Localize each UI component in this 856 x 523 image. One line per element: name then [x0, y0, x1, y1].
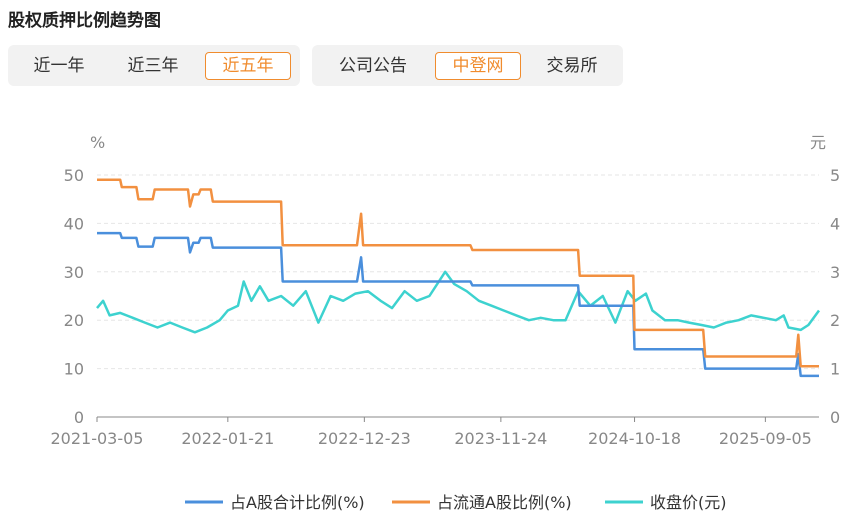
series-lines [96, 178, 821, 378]
legend: 占A股合计比例(%) 占流通A股比例(%) 收盘价(元) [185, 493, 727, 512]
y-left-tick-label: 0 [74, 408, 84, 427]
y-right-tick-label: 1 [830, 360, 840, 379]
tab-three-years[interactable]: 近三年 [127, 56, 179, 76]
tab-one-year[interactable]: 近一年 [33, 56, 85, 76]
y-left-tick-label: 30 [64, 263, 84, 282]
y-left-tick-label: 20 [64, 311, 84, 330]
x-tick-label: 2023-11-24 [454, 429, 547, 448]
x-tick-label: 2022-01-21 [181, 429, 274, 448]
legend-label-1[interactable]: 占A股合计比例(%) [230, 493, 365, 512]
series-line-1 [97, 231, 819, 378]
y-right-tick-label: 4 [830, 214, 840, 233]
y-right-tick-label: 0 [830, 408, 840, 427]
y-right-tick-label: 2 [830, 311, 840, 330]
series-line-2 [97, 178, 819, 368]
chart-title: 股权质押比例趋势图 [8, 11, 161, 31]
x-tick-label: 2021-03-05 [51, 429, 144, 448]
x-tick-label: 2022-12-23 [318, 429, 411, 448]
axes: 0 10 20 30 40 50 0 1 2 3 4 5% 元 2021-03-05 2022-01-21 2… [51, 133, 841, 448]
tab-five-years[interactable]: 近五年 [205, 52, 291, 80]
x-tick-label: 2024-10-18 [588, 429, 681, 448]
legend-label-3[interactable]: 收盘价(元) [650, 493, 727, 512]
series-line-3 [96, 270, 821, 334]
tab-company-announcement[interactable]: 公司公告 [339, 56, 407, 76]
x-tick-label: 2025-09-05 [719, 429, 812, 448]
y-right-unit: 元 [810, 133, 826, 152]
tab-exchange[interactable]: 交易所 [546, 56, 598, 76]
y-left-tick-label: 50 [64, 166, 84, 185]
y-left-unit: % [90, 133, 105, 152]
y-left-tick-label: 40 [64, 214, 84, 233]
legend-label-2[interactable]: 占流通A股比例(%) [437, 493, 572, 512]
y-right-tick-label: 5 [830, 166, 840, 185]
y-left-tick-label: 10 [64, 360, 84, 379]
tab-chinaclear[interactable]: 中登网 [435, 52, 521, 80]
grid-lines [97, 174, 819, 370]
y-right-tick-label: 3 [830, 263, 840, 282]
